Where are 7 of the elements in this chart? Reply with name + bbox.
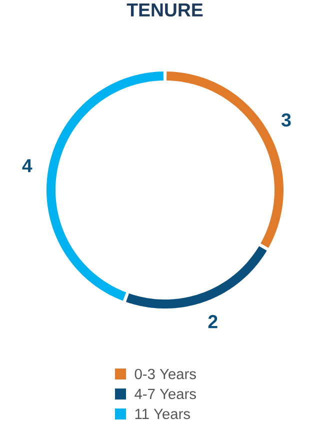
data-label: 3	[281, 113, 291, 127]
data-label: 2	[208, 315, 218, 328]
legend-label: 0-3 Years	[134, 368, 196, 380]
legend-label: 11 Years	[135, 408, 190, 420]
chart-title: TENURE	[126, 4, 203, 17]
data-label: 4	[22, 159, 32, 172]
legend-label: 4-7 Years	[134, 388, 196, 400]
